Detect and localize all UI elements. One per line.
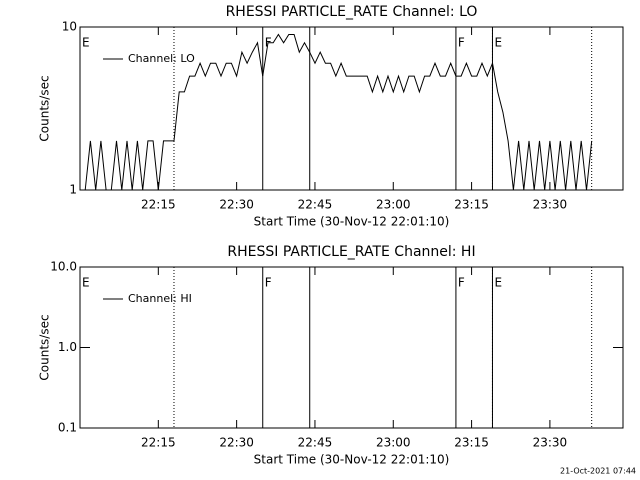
y-tick-label: 10 [62,20,77,34]
footer: 21-Oct-2021 07:44 [560,467,636,476]
y-tick-label: 1 [69,183,77,197]
legend-label: Channel: HI [128,292,192,305]
x-tick-label: 22:30 [219,436,254,450]
x-tick-label: 22:15 [141,198,176,212]
plot-frame [79,26,624,191]
chart-title: RHESSI PARTICLE_RATE Channel: LO [226,4,478,20]
chart-title: RHESSI PARTICLE_RATE Channel: HI [227,244,475,260]
y-axis-label: Counts/sec [38,75,52,141]
x-tick-label: 23:15 [454,198,489,212]
event-flag: F [458,276,465,290]
y-tick-label: 10.0 [50,260,77,274]
event-flag: E [82,276,90,290]
x-tick-label: 22:30 [219,198,254,212]
data-line [84,33,593,191]
y-axis-label: Counts/sec [38,314,52,380]
x-tick-label: 23:15 [454,436,489,450]
x-tick-label: 23:30 [533,198,568,212]
x-tick-label: 23:00 [376,436,411,450]
x-tick-label: 22:15 [141,436,176,450]
x-tick-label: 23:30 [533,436,568,450]
event-flag: F [458,36,465,50]
event-flag: E [494,36,502,50]
x-axis-label: Start Time (30-Nov-12 22:01:10) [254,453,450,467]
y-tick-label: 0.1 [58,421,77,435]
x-tick-label: 22:45 [298,198,333,212]
y-tick-label: 1.0 [58,340,77,354]
event-flag: E [82,36,90,50]
legend-label: Channel: LO [128,52,195,65]
event-flag: F [265,276,272,290]
x-axis-label: Start Time (30-Nov-12 22:01:10) [254,215,450,229]
event-flag: E [494,276,502,290]
x-tick-label: 22:45 [298,436,333,450]
x-tick-label: 23:00 [376,198,411,212]
